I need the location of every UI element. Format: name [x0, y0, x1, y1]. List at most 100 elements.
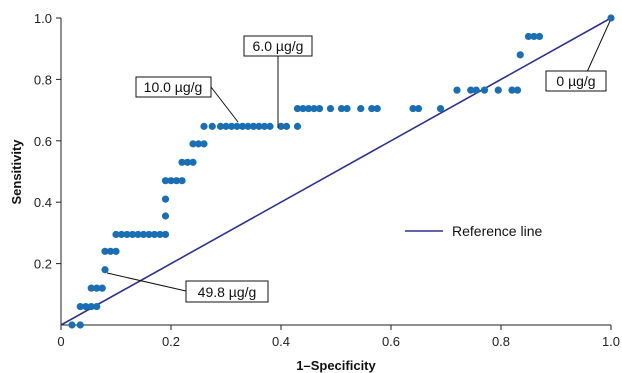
data-point: [68, 321, 76, 329]
annotation-6-0: 6.0 µg/g: [243, 35, 313, 128]
data-point: [524, 32, 533, 41]
data-point: [304, 104, 313, 113]
data-point: [472, 86, 480, 94]
legend: Reference line: [405, 223, 542, 239]
data-point: [183, 158, 192, 166]
data-point: [93, 302, 101, 311]
data-point: [293, 122, 302, 130]
data-point: [310, 104, 318, 113]
data-point: [249, 122, 258, 130]
data-point: [607, 14, 615, 22]
data-point: [161, 195, 170, 203]
data-point: [299, 104, 307, 113]
data-point: [216, 122, 225, 130]
data-point: [293, 104, 302, 113]
data-point: [172, 177, 181, 185]
y-tick-label: 0.8: [34, 72, 52, 87]
data-point: [409, 104, 417, 113]
data-point: [282, 122, 291, 130]
data-point: [117, 230, 126, 239]
data-point: [260, 122, 269, 130]
annotation-0-text: 0 µg/g: [556, 73, 595, 89]
x-tick-label: 1.0: [602, 334, 620, 349]
data-point: [266, 122, 274, 130]
annotation-49-8-box: [185, 280, 269, 303]
data-point: [315, 104, 324, 113]
data-point: [128, 230, 137, 239]
data-point: [106, 247, 115, 255]
data-point: [156, 230, 164, 239]
data-point: [112, 230, 120, 239]
data-point: [87, 284, 95, 292]
annotation-49-8-leader: [106, 272, 187, 292]
data-point: [134, 230, 142, 239]
x-ticks: 0 0.2 0.4 0.6 0.8 1.0: [57, 325, 620, 349]
data-point: [516, 51, 524, 59]
data-point: [373, 104, 381, 113]
data-point: [467, 86, 475, 94]
data-point: [93, 284, 101, 292]
x-tick-label: 0.2: [162, 334, 180, 349]
data-point: [98, 284, 106, 292]
data-point: [161, 212, 170, 220]
data-point: [227, 122, 236, 130]
axes: [60, 18, 611, 326]
data-point: [414, 104, 423, 113]
data-point: [368, 104, 376, 113]
data-points: [68, 14, 615, 329]
annotation-0-box: [545, 70, 607, 92]
data-point: [233, 122, 241, 130]
data-point: [530, 32, 538, 41]
data-point: [508, 86, 516, 94]
data-point: [178, 177, 186, 185]
data-point: [167, 177, 175, 185]
data-point: [200, 122, 208, 130]
data-point: [82, 302, 90, 311]
data-point: [535, 32, 544, 41]
data-point: [208, 122, 216, 130]
data-point: [337, 104, 346, 113]
y-tick-label: 0.2: [34, 257, 52, 272]
data-point: [277, 122, 285, 130]
x-tick-label: 0: [57, 334, 64, 349]
annotation-49-8-text: 49.8 µg/g: [198, 284, 257, 300]
data-point: [513, 86, 522, 94]
y-tick-label: 0.6: [34, 134, 52, 149]
data-point: [178, 158, 186, 166]
data-point: [222, 122, 230, 130]
data-point: [189, 140, 197, 148]
data-point: [480, 86, 489, 94]
x-tick-label: 0.4: [272, 334, 290, 349]
annotation-0-leader: [586, 20, 611, 73]
data-point: [343, 104, 351, 113]
data-point: [200, 140, 208, 148]
data-point: [244, 122, 252, 130]
annotation-6-0-text: 6.0 µg/g: [253, 38, 304, 54]
annotation-10-0-text: 10.0 µg/g: [144, 79, 203, 95]
annotation-6-0-box: [243, 35, 313, 57]
annotation-10-0-box: [135, 76, 212, 98]
data-point: [145, 230, 153, 239]
data-point: [76, 321, 84, 329]
data-point: [101, 247, 109, 255]
data-point: [87, 302, 95, 311]
data-point: [161, 230, 170, 239]
data-point: [76, 302, 84, 311]
y-tick-label: 1.0: [34, 11, 52, 26]
data-point: [161, 177, 170, 185]
annotation-0: 0 µg/g: [545, 20, 611, 92]
data-point: [150, 230, 159, 239]
y-tick-label: 0.4: [34, 195, 52, 210]
data-point: [101, 266, 109, 274]
x-tick-label: 0.6: [382, 334, 400, 349]
data-point: [123, 230, 131, 239]
data-point: [189, 158, 197, 166]
annotation-49-8: 49.8 µg/g: [106, 272, 269, 303]
data-point: [494, 86, 502, 94]
reference-line: [60, 17, 612, 326]
legend-label: Reference line: [452, 223, 542, 239]
y-axis-title: Sensitivity: [9, 139, 24, 205]
data-point: [255, 122, 263, 130]
x-tick-label: 0.8: [492, 334, 510, 349]
